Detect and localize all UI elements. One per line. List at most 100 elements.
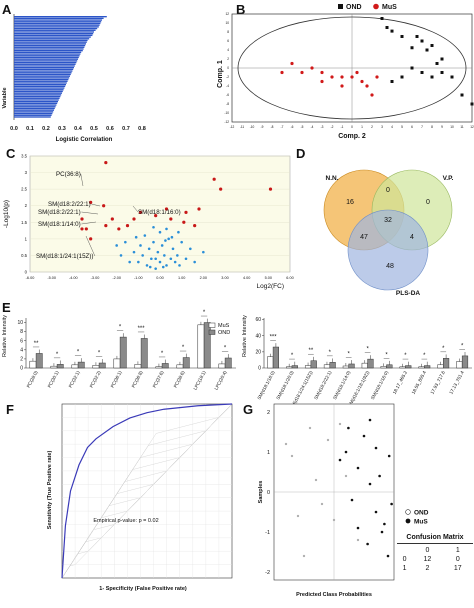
panel-a-bar	[14, 75, 70, 77]
panel-c-point	[154, 267, 157, 270]
panel-c-annotation: SM(d18:1/24:1(15Z))	[36, 253, 93, 260]
panel-b-ond-point	[430, 75, 434, 79]
panel-e-left-y-tick: 10	[17, 320, 23, 326]
panel-b-x-tick: -11	[240, 125, 245, 129]
panel-b-ond-point	[460, 93, 464, 97]
panel-b-mus-point	[340, 75, 344, 79]
panel-e-right-mus-bar	[323, 364, 331, 369]
panel-c-significant-point	[164, 207, 169, 211]
panel-g-mus-point	[374, 446, 378, 450]
panel-a-bar	[14, 48, 84, 50]
panel-b-mus-point	[350, 75, 354, 79]
panel-c-annotation-leader	[81, 221, 97, 225]
panel-f-permutation-curve	[61, 403, 233, 579]
panel-a-bar	[14, 21, 102, 23]
panel-c-point	[145, 264, 149, 267]
panel-d-set-plsda	[347, 209, 429, 291]
panel-e-left-sig-marker: *	[161, 351, 164, 357]
panel-e-right-ond-bar	[405, 365, 412, 369]
panel-c-label: C	[6, 146, 16, 161]
panel-a-bar	[14, 97, 60, 99]
panel-a-bar	[14, 85, 66, 88]
panel-g-legend-mus-label: MuS	[414, 519, 428, 526]
panel-c-significant-point	[219, 187, 223, 191]
panel-a-bar	[14, 36, 91, 38]
panel-c-x-tick: 5.00	[265, 276, 272, 280]
panel-a-bar	[14, 107, 55, 110]
panel-b-mus-point	[320, 70, 324, 75]
panel-c-x-tick: 6.00	[286, 276, 293, 280]
panel-g-mus-point	[338, 458, 342, 462]
panel-c-point	[154, 257, 157, 261]
panel-g-ond-point	[296, 514, 300, 518]
panel-e-left-sig-marker: **	[34, 341, 39, 347]
panel-c-annotation: SM(d18:2/22:1)	[38, 209, 81, 216]
panel-e-right-mus-bar	[304, 365, 312, 369]
panel-e-right-category-label: SM(d18:2/22:1)	[313, 370, 333, 401]
panel-g-y-tick: -2	[265, 570, 270, 576]
matrix-cell: 17	[453, 565, 462, 572]
panel-c-annotation: SM(d18:1/14:0)	[38, 221, 81, 228]
panel-e-right-sig-marker: *	[291, 353, 294, 359]
panel-c-point	[147, 247, 151, 251]
panel-a-bar	[14, 56, 79, 59]
panel-c-point	[176, 254, 179, 257]
panel-a-bar	[14, 24, 100, 26]
panel-a-bar	[14, 51, 82, 54]
panel-c-annotation: SM(d18:2/22:1)	[48, 201, 91, 208]
panel-b-x-tick: 0	[351, 125, 353, 129]
panel-a-bar	[14, 19, 102, 21]
panel-c-point	[128, 260, 131, 264]
panel-c-x-tick: -2.00	[112, 276, 121, 280]
confusion-matrix-table: 0 1 0 12 0 1 2 17	[397, 546, 473, 573]
panel-e-right-category-label: 17.13_701.4	[448, 370, 465, 395]
panel-c-significant-point	[125, 224, 130, 228]
panel-a-x-tick: 0.3	[58, 126, 66, 132]
panel-a-bar	[14, 34, 93, 37]
panel-g-y-tick: 1	[267, 450, 270, 456]
panel-c-annotation-leader	[81, 211, 99, 215]
panel-f-x-label: 1- Specificity (False Positive rate)	[99, 586, 187, 592]
panel-g-mus-point	[366, 542, 369, 546]
panel-a-x-tick: 0.7	[122, 126, 130, 132]
panel-c-point	[165, 264, 168, 267]
panel-e-left-y-tick: 4	[20, 347, 23, 353]
panel-e-right-ond-bar	[443, 358, 450, 369]
panel-g-ond-point	[332, 518, 336, 522]
panel-c-plot-bg	[29, 155, 291, 273]
panel-b-mus-point	[310, 66, 314, 70]
panel-a-bar	[14, 22, 101, 25]
panel-e-left-category-label: PC(32:2)	[89, 370, 102, 389]
panel-e-right-sig-marker: *	[404, 353, 407, 359]
panel-g-mus-point	[390, 502, 393, 506]
panel-b-ond-point	[420, 39, 424, 43]
panel-b-x-tick: -8	[271, 125, 274, 129]
panel-e-left-ond-bar	[182, 357, 190, 369]
panel-c-y-tick: 3	[25, 170, 28, 175]
panel-g-mus-point	[368, 482, 372, 486]
panel-b-mus-point	[330, 75, 334, 79]
panel-a-bar	[14, 82, 67, 84]
panel-c-annotation-leader	[132, 205, 139, 213]
panel-a-bar	[14, 67, 74, 69]
panel-c-point	[165, 227, 168, 231]
panel-e-left-mus-bar	[29, 360, 37, 369]
panel-e-right-mus-bar	[399, 366, 406, 369]
panel-b-y-tick: 12	[225, 12, 229, 16]
panel-a-x-tick: 0.8	[138, 126, 146, 132]
panel-b-mus-point	[355, 70, 359, 75]
panel-c-point	[160, 244, 164, 247]
panel-e-left-ond-bar	[119, 336, 127, 369]
panel-d-set-nn-label: N.N.	[326, 175, 339, 182]
panel-b-x-tick: -5	[301, 125, 304, 129]
panel-b-ond-point	[410, 66, 414, 70]
panel-e-left-sig-marker: *	[203, 310, 206, 316]
panel-c-point	[141, 254, 144, 257]
panel-b-mus-point	[300, 70, 304, 75]
panel-c-point	[158, 230, 162, 234]
panel-a-x-tick: 0.0	[10, 126, 18, 132]
panel-c-y-tick: 2.5	[21, 187, 27, 192]
panel-a-bar	[14, 39, 88, 42]
panel-b-legend-ond-marker	[338, 4, 343, 9]
panel-e-right-ond-bar	[291, 365, 298, 369]
